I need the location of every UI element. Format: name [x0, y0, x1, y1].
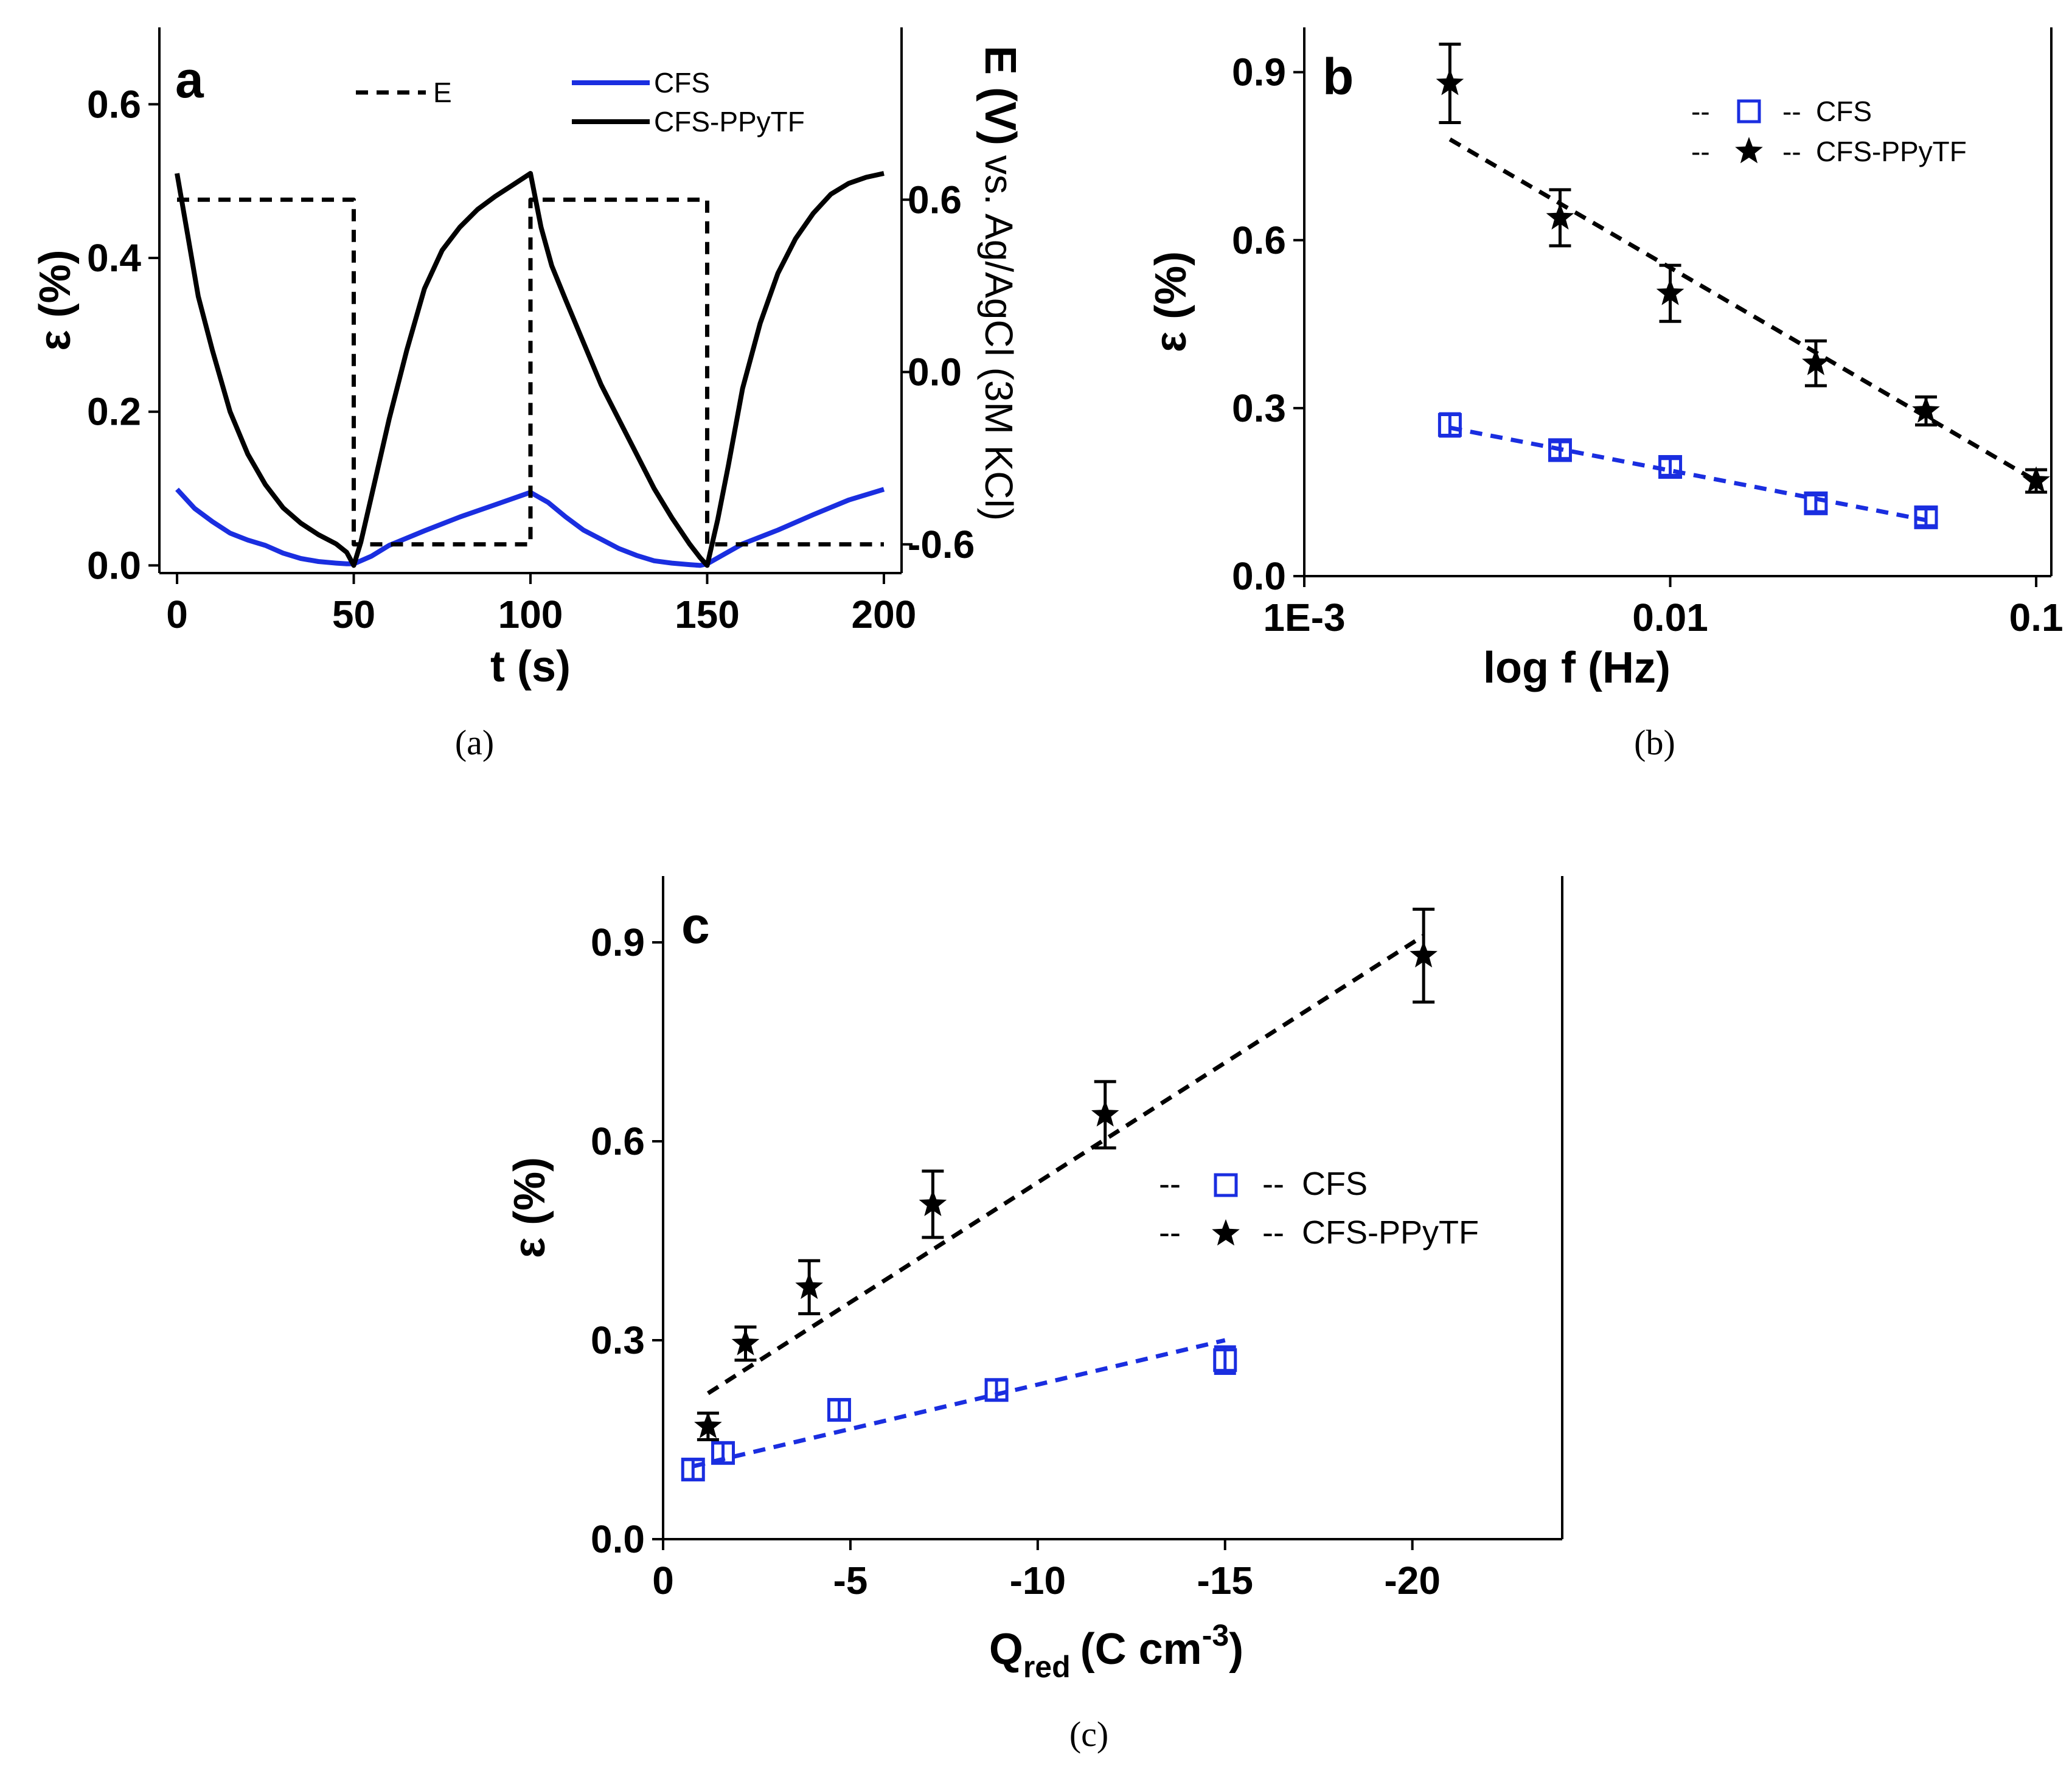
panel-c-caption: (c) — [1069, 1714, 1108, 1754]
data-point-cfs-ppytf — [694, 1411, 722, 1439]
fit-line-cfs — [692, 1338, 1226, 1469]
data-point-cfs — [1914, 505, 1938, 529]
legend-dash: -- — [1262, 1214, 1284, 1251]
data-point-cfs-ppytf — [1656, 279, 1684, 305]
x-axis-label-end: ) — [1229, 1625, 1243, 1674]
x-tick-label: 50 — [332, 593, 375, 636]
panel-letter: b — [1323, 48, 1354, 105]
series-line-cfs-ppytf — [175, 171, 885, 568]
y-tick-label: 0.6 — [87, 82, 141, 126]
legend-marker-cfs — [1214, 1173, 1238, 1197]
y-tick-label: 0.6 — [591, 1119, 645, 1163]
x-tick-label: 0 — [166, 593, 188, 636]
x-tick-label: 0 — [652, 1559, 674, 1602]
panel-b-chart: 1E-3 0.01 0.1 0.0 0.3 0.6 0.9 ε (%) b -- -- CFS -- --… — [1147, 27, 2063, 692]
legend-label: E — [433, 77, 452, 108]
y-tick-label: 0.6 — [1232, 218, 1286, 262]
data-point-cfs-ppytf — [731, 1329, 760, 1355]
x-tick-label: 100 — [498, 593, 563, 636]
x-axis-label-unit: (C cm — [1080, 1625, 1202, 1674]
y-tick-label: 0.3 — [1232, 386, 1286, 430]
data-point-cfs-ppytf — [1802, 349, 1830, 375]
y-tick-label: 0.4 — [87, 236, 141, 280]
data-point-cfs — [1213, 1348, 1237, 1372]
data-point-cfs — [711, 1441, 735, 1465]
y2-tick-label: 0.6 — [908, 178, 962, 221]
legend-label: CFS-PPyTF — [1302, 1214, 1479, 1251]
y-tick-label: 0.2 — [87, 390, 141, 434]
data-point-cfs — [984, 1378, 1009, 1402]
y-tick-label: 0.9 — [1232, 50, 1286, 94]
y2-axis-label-rest: vs. Ag/AgCl (3M KCl) — [977, 155, 1021, 521]
legend-marker-cfs-ppytf — [1212, 1219, 1240, 1246]
panel-a-chart: 0 50 100 150 200 0.0 0.2 0.4 0.6 -0.6 0.0 0.6 t (s) ε… — [31, 27, 1024, 691]
y2-axis-label-bold: E (V) — [976, 46, 1024, 145]
legend-dash: -- — [1782, 136, 1801, 167]
series-line-e — [177, 197, 884, 547]
panel-b-caption: (b) — [1634, 723, 1675, 762]
y-axis-label: ε (%) — [506, 1157, 554, 1258]
y-tick-label: 0.0 — [1232, 554, 1286, 598]
data-point-cfs-ppytf — [2022, 466, 2050, 493]
x-axis-label: t (s) — [490, 642, 571, 691]
data-point-cfs — [1438, 412, 1462, 437]
legend-dash: -- — [1262, 1166, 1284, 1202]
x-tick-label: 0.1 — [2009, 596, 2063, 639]
x-axis-label: Qred (C cm-3) — [989, 1618, 1243, 1684]
x-tick-label: -10 — [1010, 1559, 1066, 1602]
x-tick-label: 200 — [852, 593, 917, 636]
x-tick-label: 0.01 — [1632, 596, 1708, 639]
legend-label: CFS — [1302, 1166, 1368, 1202]
legend-marker-cfs-ppytf — [1735, 137, 1763, 164]
panel-c-chart: 0 -5 -10 -15 -20 0.0 0.3 0.6 0.9 ε (%) c -- -- CFS -- -… — [506, 876, 1563, 1684]
data-point-cfs-ppytf — [795, 1272, 823, 1299]
data-point-cfs — [1658, 455, 1683, 479]
x-tick-label: -20 — [1384, 1559, 1441, 1602]
legend-label: CFS-PPyTF — [654, 106, 805, 137]
fit-line-cfs — [1449, 425, 1927, 523]
data-point-cfs — [1548, 438, 1572, 462]
fit-line-cfs-ppytf — [707, 934, 1425, 1396]
panel-letter: a — [175, 51, 204, 108]
y2-tick-label: 0.0 — [908, 350, 962, 394]
x-axis-label-sup: -3 — [1202, 1618, 1229, 1652]
y-tick-label: 0.3 — [591, 1318, 645, 1362]
y-tick-label: 0.0 — [87, 543, 141, 587]
data-point-cfs-ppytf — [1091, 1100, 1119, 1127]
y-axis-label: ε (%) — [31, 249, 80, 350]
data-point-cfs-ppytf — [1546, 203, 1574, 230]
x-tick-label: -15 — [1197, 1559, 1254, 1602]
x-tick-label: 1E-3 — [1263, 596, 1345, 639]
panel-letter: c — [681, 897, 710, 954]
y-tick-label: 0.9 — [591, 920, 645, 964]
data-point-cfs-ppytf — [1436, 69, 1464, 96]
legend-dash: -- — [1159, 1166, 1181, 1202]
data-point-cfs-ppytf — [1410, 941, 1438, 968]
panel-a-caption: (a) — [455, 723, 494, 762]
data-point-cfs — [827, 1397, 851, 1422]
x-axis-label: log f (Hz) — [1483, 644, 1670, 692]
data-point-cfs — [1804, 491, 1828, 515]
data-point-cfs — [681, 1458, 705, 1482]
legend-dash: -- — [1691, 136, 1710, 167]
y2-tick-label: -0.6 — [908, 523, 975, 566]
legend-marker-cfs — [1737, 99, 1761, 123]
data-point-cfs-ppytf — [1912, 396, 1940, 423]
legend-dash: -- — [1782, 96, 1801, 127]
legend-dash: -- — [1159, 1214, 1181, 1251]
x-axis-label-q: Q — [989, 1625, 1023, 1674]
x-tick-label: 150 — [675, 593, 740, 636]
data-point-cfs-ppytf — [919, 1189, 947, 1216]
legend-dash: -- — [1691, 96, 1710, 127]
fit-line-cfs-ppytf — [1448, 137, 2037, 483]
y2-axis-label: E (V) vs. Ag/AgCl (3M KCl) — [976, 46, 1024, 521]
legend-label: CFS — [1816, 96, 1872, 127]
y-axis-label: ε (%) — [1147, 251, 1195, 352]
legend-label: CFS — [654, 67, 710, 99]
legend-label: CFS-PPyTF — [1816, 136, 1967, 167]
x-tick-label: -5 — [833, 1559, 867, 1602]
x-axis-label-sub: red — [1023, 1650, 1071, 1684]
y-tick-label: 0.0 — [591, 1517, 645, 1561]
